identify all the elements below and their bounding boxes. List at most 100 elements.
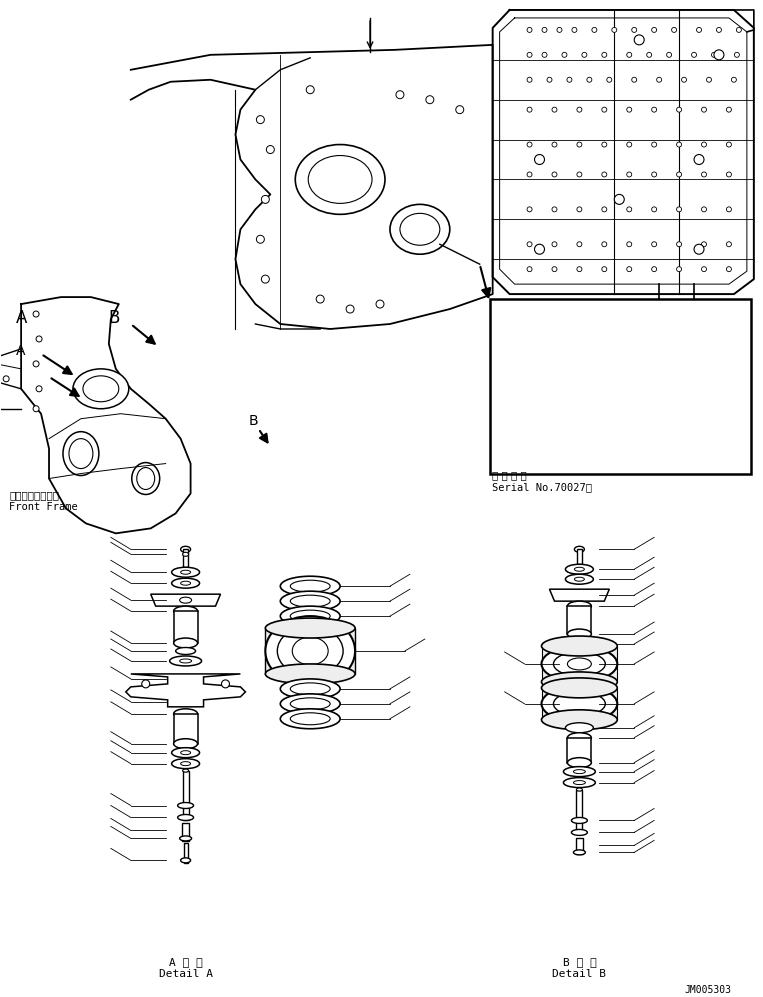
Circle shape — [602, 206, 607, 211]
Circle shape — [376, 300, 384, 308]
Ellipse shape — [568, 733, 591, 743]
Ellipse shape — [181, 581, 191, 585]
Circle shape — [527, 241, 532, 246]
Polygon shape — [549, 589, 610, 601]
Circle shape — [691, 52, 697, 57]
Circle shape — [316, 295, 324, 303]
Ellipse shape — [266, 618, 355, 638]
Circle shape — [657, 321, 662, 326]
Circle shape — [726, 171, 732, 176]
Circle shape — [701, 378, 707, 383]
Circle shape — [306, 86, 314, 94]
Ellipse shape — [390, 204, 450, 254]
Text: A: A — [16, 344, 26, 358]
Polygon shape — [126, 674, 246, 707]
Circle shape — [701, 446, 707, 451]
Circle shape — [677, 142, 681, 147]
Circle shape — [657, 77, 662, 82]
Bar — [183, 549, 188, 567]
Circle shape — [517, 426, 522, 431]
Circle shape — [722, 404, 726, 409]
Circle shape — [517, 351, 522, 356]
Circle shape — [142, 680, 150, 688]
Bar — [624, 414, 684, 449]
Ellipse shape — [179, 597, 192, 603]
Circle shape — [33, 361, 39, 367]
Ellipse shape — [181, 546, 191, 552]
Ellipse shape — [175, 647, 195, 654]
Circle shape — [677, 241, 681, 246]
Ellipse shape — [63, 432, 99, 476]
Circle shape — [614, 194, 624, 204]
Bar — [182, 771, 188, 821]
Ellipse shape — [73, 369, 129, 409]
Circle shape — [542, 52, 547, 57]
Circle shape — [552, 142, 557, 147]
Text: A 詳 細: A 詳 細 — [169, 957, 202, 967]
Bar — [182, 824, 189, 841]
Circle shape — [681, 77, 687, 82]
Circle shape — [36, 386, 42, 392]
Circle shape — [722, 446, 726, 451]
Ellipse shape — [571, 818, 588, 824]
Circle shape — [642, 404, 647, 409]
Ellipse shape — [266, 664, 355, 684]
Circle shape — [577, 266, 582, 271]
Circle shape — [694, 155, 704, 165]
Circle shape — [527, 206, 532, 211]
Circle shape — [582, 52, 587, 57]
Ellipse shape — [172, 578, 200, 588]
Ellipse shape — [290, 683, 330, 695]
Ellipse shape — [565, 574, 594, 584]
Ellipse shape — [266, 616, 355, 686]
Polygon shape — [151, 594, 221, 606]
Text: フロントフレーム: フロントフレーム — [9, 491, 60, 500]
Ellipse shape — [137, 468, 155, 490]
Text: Detail A: Detail A — [159, 969, 213, 979]
Circle shape — [716, 27, 722, 32]
Circle shape — [517, 446, 522, 451]
Circle shape — [626, 241, 632, 246]
Circle shape — [602, 266, 607, 271]
Circle shape — [626, 52, 632, 57]
Bar — [542, 646, 617, 682]
Circle shape — [587, 321, 592, 326]
Circle shape — [456, 106, 464, 114]
Ellipse shape — [169, 656, 201, 666]
Ellipse shape — [571, 830, 588, 835]
Circle shape — [557, 426, 562, 431]
Bar — [542, 688, 617, 720]
Circle shape — [542, 321, 547, 326]
Ellipse shape — [182, 552, 188, 556]
Text: B 詳 細: B 詳 細 — [562, 957, 596, 967]
Circle shape — [726, 107, 732, 112]
Circle shape — [527, 266, 532, 271]
Circle shape — [602, 171, 607, 176]
Circle shape — [577, 171, 582, 176]
Circle shape — [657, 426, 662, 431]
Ellipse shape — [542, 646, 617, 682]
Circle shape — [602, 107, 607, 112]
Circle shape — [552, 171, 557, 176]
Ellipse shape — [542, 678, 617, 698]
Bar — [577, 549, 582, 564]
Ellipse shape — [290, 698, 330, 710]
Circle shape — [677, 107, 681, 112]
Ellipse shape — [568, 629, 591, 639]
Circle shape — [736, 27, 742, 32]
Circle shape — [697, 27, 701, 32]
Circle shape — [626, 171, 632, 176]
Ellipse shape — [290, 713, 330, 725]
Ellipse shape — [174, 638, 198, 648]
Ellipse shape — [277, 626, 343, 676]
Circle shape — [607, 446, 612, 451]
Bar — [174, 611, 198, 643]
Ellipse shape — [568, 758, 591, 768]
Circle shape — [657, 351, 662, 356]
Circle shape — [517, 321, 522, 326]
Circle shape — [701, 266, 707, 271]
Circle shape — [256, 235, 264, 243]
Ellipse shape — [568, 601, 591, 611]
Circle shape — [577, 142, 582, 147]
Circle shape — [346, 305, 354, 313]
